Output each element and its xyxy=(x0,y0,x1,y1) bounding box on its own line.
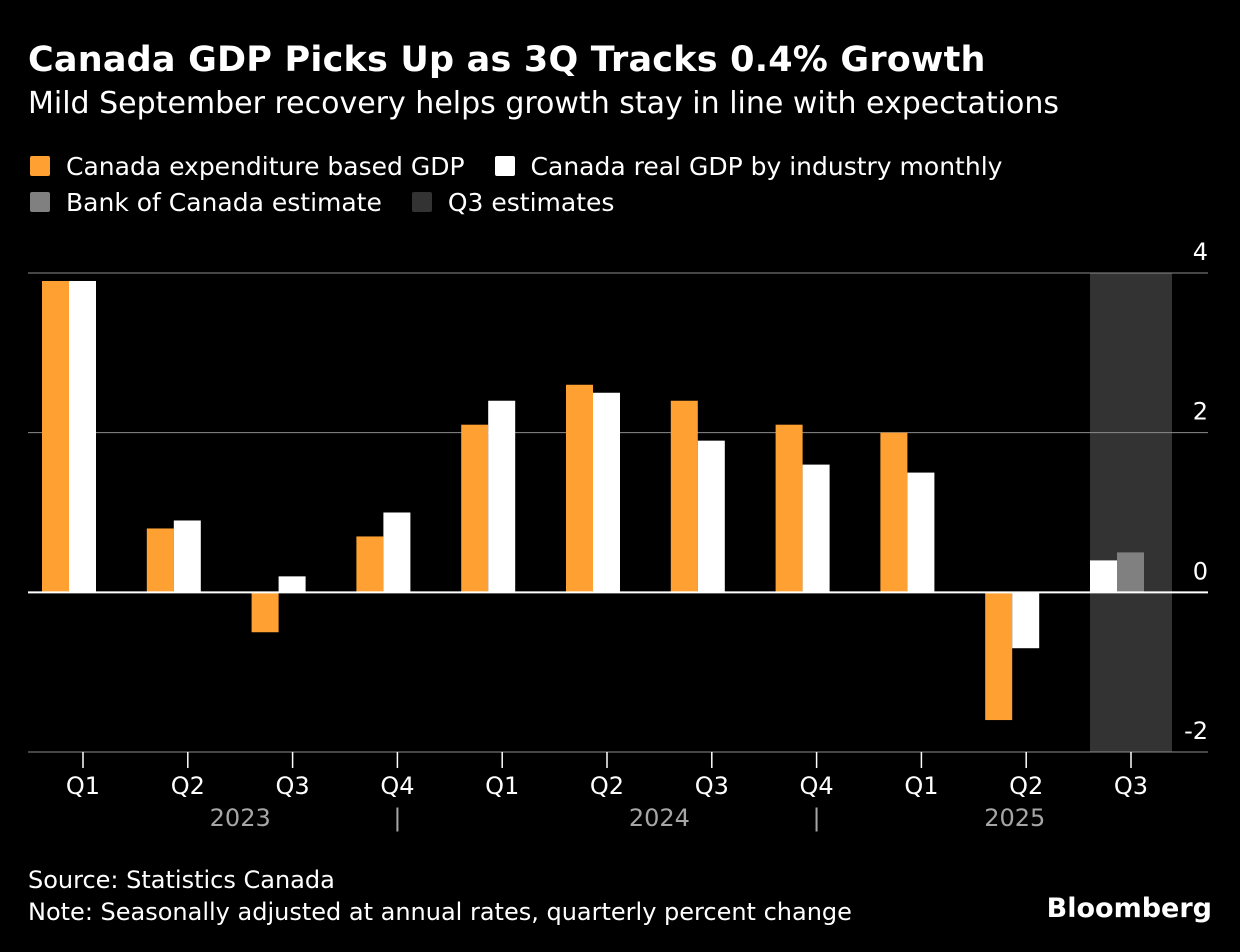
x-tick-label: Q3 xyxy=(1114,772,1148,800)
footnote: Note: Seasonally adjusted at annual rate… xyxy=(28,898,852,926)
x-tick-label: Q4 xyxy=(800,772,834,800)
bar-industry-gdp xyxy=(1090,560,1117,593)
q3-estimates-band xyxy=(1090,273,1172,752)
year-label: 2024 xyxy=(629,804,690,832)
bar-boc-estimate xyxy=(1117,552,1144,593)
legend-row-1: Canada expenditure based GDP Canada real… xyxy=(30,148,1210,184)
y-tick-label: 0 xyxy=(1193,557,1208,585)
bar-industry-gdp xyxy=(173,520,201,593)
bar-expenditure-gdp xyxy=(251,592,279,633)
x-tick-label: Q2 xyxy=(1009,772,1043,800)
chart-subtitle: Mild September recovery helps growth sta… xyxy=(28,86,1059,121)
legend-item-boc-estimate: Bank of Canada estimate xyxy=(30,188,382,217)
x-tick-label: Q3 xyxy=(276,772,310,800)
legend-swatch-expenditure-gdp xyxy=(30,156,50,176)
year-label: 2025 xyxy=(984,804,1045,832)
bar-industry-gdp xyxy=(593,392,620,593)
legend-row-2: Bank of Canada estimate Q3 estimates xyxy=(30,184,1210,220)
bar-industry-gdp xyxy=(69,280,96,593)
bar-expenditure-gdp xyxy=(356,536,384,593)
bar-industry-gdp xyxy=(697,440,725,593)
bar-expenditure-gdp xyxy=(566,384,593,593)
bar-expenditure-gdp xyxy=(42,280,69,593)
chart-title: Canada GDP Picks Up as 3Q Tracks 0.4% Gr… xyxy=(28,40,986,80)
legend-item-expenditure-gdp: Canada expenditure based GDP xyxy=(30,152,465,181)
legend-label-industry-gdp: Canada real GDP by industry monthly xyxy=(530,151,1003,181)
legend-swatch-q3-estimates xyxy=(411,192,432,212)
year-separator: | xyxy=(393,804,401,832)
legend-label-expenditure-gdp: Canada expenditure based GDP xyxy=(66,151,465,181)
bar-industry-gdp xyxy=(802,464,830,593)
y-tick-label: -2 xyxy=(1184,717,1208,745)
legend-label-boc-estimate: Bank of Canada estimate xyxy=(66,187,382,217)
year-separator: | xyxy=(813,804,821,832)
x-tick-label: Q1 xyxy=(485,772,519,800)
chart-legend: Canada expenditure based GDP Canada real… xyxy=(30,148,1210,220)
x-tick-label: Q1 xyxy=(66,772,100,800)
legend-label-q3-estimates: Q3 estimates xyxy=(447,187,615,217)
bar-industry-gdp xyxy=(907,472,935,593)
bar-expenditure-gdp xyxy=(670,400,698,593)
year-label: 2023 xyxy=(210,804,271,832)
legend-item-industry-gdp: Canada real GDP by industry monthly xyxy=(494,151,1003,181)
legend-swatch-boc-estimate xyxy=(30,192,50,212)
bar-expenditure-gdp xyxy=(146,528,174,593)
bar-industry-gdp xyxy=(1012,592,1040,649)
legend-item-q3-estimates: Q3 estimates xyxy=(411,187,615,217)
y-tick-label: 4 xyxy=(1193,238,1208,266)
bar-industry-gdp xyxy=(383,512,411,593)
bar-expenditure-gdp xyxy=(461,424,489,593)
legend-swatch-industry-gdp xyxy=(494,156,515,176)
source-note: Source: Statistics Canada xyxy=(28,866,335,894)
x-tick-label: Q1 xyxy=(904,772,938,800)
y-tick-label: 2 xyxy=(1193,398,1208,426)
x-tick-label: Q2 xyxy=(171,772,205,800)
bloomberg-logo: Bloomberg xyxy=(1046,893,1212,924)
bar-expenditure-gdp xyxy=(880,432,908,593)
bar-industry-gdp xyxy=(278,576,306,593)
bar-expenditure-gdp xyxy=(985,592,1013,721)
bar-expenditure-gdp xyxy=(775,424,803,593)
bar-industry-gdp xyxy=(488,400,516,593)
x-tick-label: Q2 xyxy=(590,772,624,800)
x-tick-label: Q3 xyxy=(695,772,729,800)
x-tick-label: Q4 xyxy=(380,772,414,800)
